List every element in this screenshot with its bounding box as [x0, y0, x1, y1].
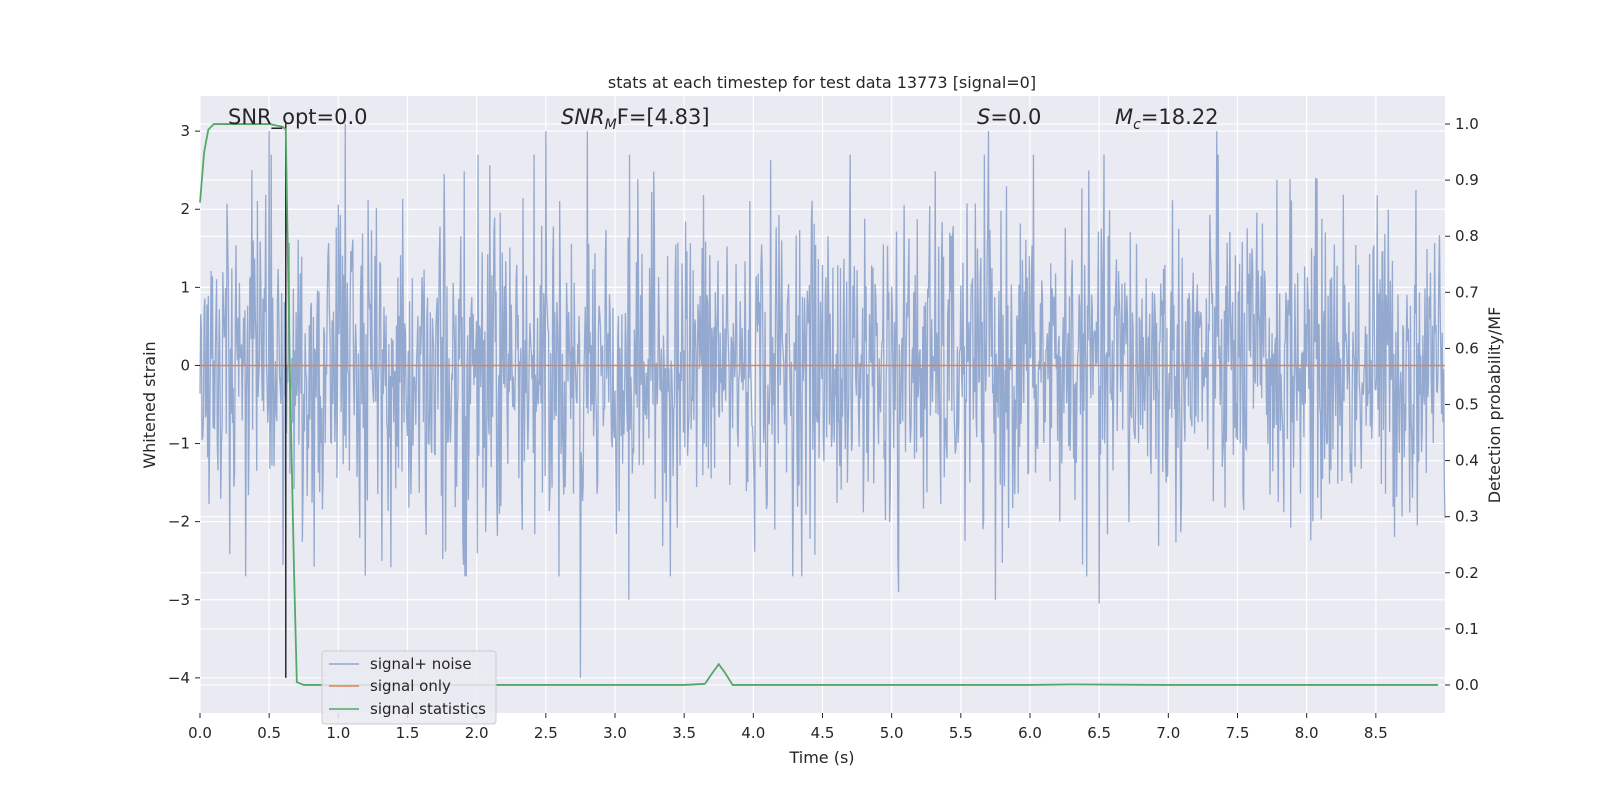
x-tick-label: 5.0: [880, 724, 904, 742]
x-tick-label: 2.0: [465, 724, 489, 742]
right-tick-label: 0.0: [1455, 676, 1479, 694]
annotation-s: S=0.0: [977, 105, 1041, 129]
x-tick-label: 1.0: [326, 724, 350, 742]
left-tick-label: −4: [168, 669, 190, 687]
x-tick-label: 7.0: [1156, 724, 1180, 742]
x-tick-label: 6.5: [1087, 724, 1111, 742]
left-tick-label: −1: [168, 435, 190, 453]
annotation-mc: Mc=18.22: [1115, 105, 1219, 133]
left-tick-label: −3: [168, 591, 190, 609]
x-axis-ticks: 0.0 0.5 1.0 1.5 2.0 2.5 3.0 3.5 4.0 4.5 5.0 5.5 6.0 6…: [188, 713, 1388, 742]
right-axis-label: Detection probability/MF: [1485, 307, 1504, 504]
x-tick-label: 0.5: [257, 724, 281, 742]
right-tick-label: 0.5: [1455, 396, 1479, 414]
legend-label-signal-only: signal only: [370, 677, 451, 695]
x-tick-label: 8.5: [1364, 724, 1388, 742]
chart-title: stats at each timestep for test data 137…: [608, 73, 1036, 92]
x-tick-label: 2.5: [534, 724, 558, 742]
right-tick-label: 0.8: [1455, 227, 1479, 245]
annotation-mc-rest: =18.22: [1141, 105, 1219, 129]
x-tick-label: 5.5: [949, 724, 973, 742]
x-tick-label: 0.0: [188, 724, 212, 742]
series-signal-noise: [199, 123, 1446, 678]
left-tick-label: 0: [180, 356, 190, 374]
legend: signal+ noise signal only signal statist…: [321, 650, 497, 725]
annotation-mc-sub: c: [1133, 117, 1141, 133]
left-tick-label: 3: [180, 122, 190, 140]
x-tick-label: 6.0: [1018, 724, 1042, 742]
x-tick-label: 7.5: [1226, 724, 1250, 742]
annotation-snr-mf-sub: M: [605, 117, 617, 133]
x-tick-label: 4.0: [741, 724, 765, 742]
annotation-s-rest: =0.0: [990, 105, 1041, 129]
annotation-snr-opt: SNR_opt=0.0: [228, 105, 368, 130]
right-tick-label: 1.0: [1455, 115, 1479, 133]
right-axis-ticks: 1.0 0.9 0.8 0.7 0.6 0.5 0.4 0.3 0.2 0.1 0.0: [1445, 115, 1479, 694]
legend-label-noise: signal+ noise: [370, 655, 472, 673]
x-tick-label: 4.5: [811, 724, 835, 742]
left-tick-label: 2: [180, 200, 190, 218]
annotation-snr-mf: SNRMF=[4.83]: [561, 105, 710, 133]
left-tick-label: 1: [180, 278, 190, 296]
left-axis-ticks: 3 2 1 0 −1 −2 −3 −4: [168, 122, 200, 687]
annotation-s-base: S: [977, 105, 990, 129]
annotation-snr-mf-base: SNR: [561, 105, 605, 129]
annotation-mc-base: M: [1115, 105, 1133, 129]
signal-noise-line: [199, 123, 1446, 678]
legend-label-statistics: signal statistics: [370, 700, 486, 718]
right-tick-label: 0.1: [1455, 620, 1479, 638]
right-tick-label: 0.3: [1455, 508, 1479, 526]
right-tick-label: 0.9: [1455, 171, 1479, 189]
right-tick-label: 0.6: [1455, 339, 1479, 357]
left-axis-label: Whitened strain: [140, 341, 159, 468]
left-tick-label: −2: [168, 513, 190, 531]
right-tick-label: 0.7: [1455, 283, 1479, 301]
right-tick-label: 0.2: [1455, 564, 1479, 582]
x-tick-label: 8.0: [1295, 724, 1319, 742]
x-axis-label: Time (s): [788, 748, 854, 767]
right-tick-label: 0.4: [1455, 452, 1479, 470]
annotation-snr-mf-rest: F=[4.83]: [617, 105, 710, 129]
x-tick-label: 3.5: [672, 724, 696, 742]
legend-box: [321, 650, 497, 725]
x-tick-label: 3.0: [603, 724, 627, 742]
x-tick-label: 1.5: [396, 724, 420, 742]
